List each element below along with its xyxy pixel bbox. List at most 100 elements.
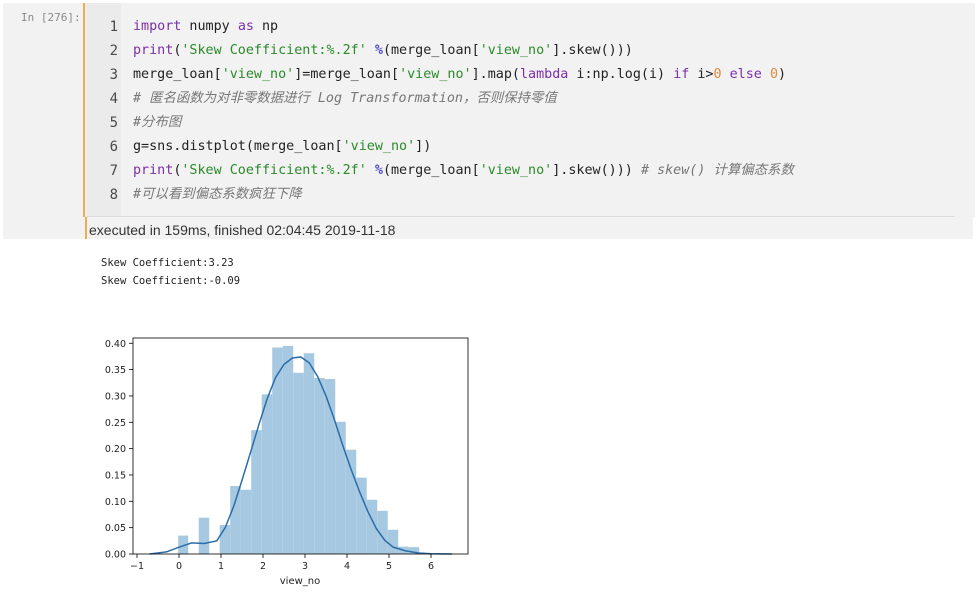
code-line[interactable]: # 匿名函数为对非零数据进行 Log Transformation，否则保持零值 — [133, 87, 557, 111]
histogram-bar — [230, 486, 241, 554]
code-token: #分布图 — [133, 115, 182, 130]
x-tick-label: 5 — [386, 561, 392, 572]
code-token: % — [374, 43, 383, 58]
y-tick-label: 0.20 — [105, 444, 126, 455]
histogram-bars — [178, 345, 420, 554]
histogram-bar — [240, 489, 252, 554]
code-cell[interactable]: In [276]: 1 import numpy as np 2 print('Ske… — [3, 3, 975, 239]
code-token: else — [729, 67, 762, 82]
histogram-bar — [282, 345, 294, 554]
y-axis: 0.00 0.05 0.10 0.15 0.20 0.25 0.30 0.35 0.40 — [105, 339, 133, 561]
histogram-bar — [345, 449, 357, 554]
code-token: ].map( — [471, 67, 520, 82]
code-token: i> — [689, 67, 714, 82]
code-token: 'Skew Coefficient:%.2f' — [181, 43, 367, 58]
histogram-bar — [251, 430, 262, 554]
y-tick-label: 0.00 — [105, 550, 126, 561]
histogram-bar — [219, 525, 231, 554]
y-tick-label: 0.15 — [105, 470, 126, 481]
line-number: 3 — [109, 67, 118, 83]
plot-frame — [132, 337, 469, 555]
code-token: ].skew())) — [552, 43, 633, 58]
x-tick-label: 1 — [218, 561, 224, 572]
code-token: 'view_no' — [479, 163, 553, 178]
cell-prompt: In [276]: — [21, 11, 81, 24]
histogram-bar — [303, 353, 315, 554]
code-token: 'view_no' — [342, 139, 416, 154]
code-token: ( — [173, 43, 182, 58]
x-axis: −1 0 1 2 3 4 5 6 — [130, 554, 434, 572]
y-tick-label: 0.35 — [105, 365, 126, 376]
line-number: 6 — [109, 139, 118, 155]
code-token: 0 — [769, 67, 778, 82]
code-token: ]=merge_loan[ — [294, 67, 400, 82]
execution-divider — [87, 216, 955, 217]
x-tick-label: 4 — [344, 561, 350, 572]
code-token: as — [237, 19, 254, 34]
code-line[interactable]: print('Skew Coefficient:%.2f' %(merge_lo… — [133, 159, 794, 183]
line-number: 8 — [109, 187, 118, 203]
code-token: (merge_loan[ — [382, 163, 480, 178]
histogram-bar — [272, 347, 283, 554]
y-tick-label: 0.30 — [105, 391, 126, 402]
x-tick-label: 6 — [428, 561, 434, 572]
y-tick-label: 0.40 — [105, 339, 126, 350]
histogram-bar — [324, 379, 336, 554]
y-tick-label: 0.25 — [105, 418, 126, 429]
code-token: # 匿名函数为对非零数据进行 Log Transformation，否则保持零值 — [133, 91, 557, 106]
line-number: 7 — [109, 163, 118, 179]
kde-line — [149, 356, 453, 555]
output-line: Skew Coefficient:3.23 — [101, 257, 234, 269]
code-token: 'view_no' — [479, 43, 553, 58]
histogram-bar — [366, 499, 378, 554]
code-token: i:np.log(i) — [568, 67, 674, 82]
cell-accent-bar — [85, 217, 87, 239]
code-token: print — [133, 43, 174, 58]
code-token: 0 — [713, 67, 722, 82]
histogram-bar — [335, 421, 346, 554]
code-editor[interactable] — [83, 3, 975, 217]
histogram-bar — [178, 535, 189, 554]
code-token: if — [673, 67, 690, 82]
x-axis-label: view_no — [280, 576, 320, 587]
code-line[interactable]: merge_loan['view_no']=merge_loan['view_n… — [133, 63, 786, 87]
code-token: # skew() 计算偏态系数 — [640, 163, 794, 178]
code-token: ) — [778, 67, 787, 82]
code-token: ( — [173, 163, 182, 178]
code-token: g=sns.distplot(merge_loan[ — [133, 139, 343, 154]
x-tick-label: 2 — [260, 561, 266, 572]
code-token: import — [133, 19, 182, 34]
code-token: 'view_no' — [399, 67, 472, 82]
line-number: 2 — [109, 43, 118, 59]
histogram-bar — [377, 510, 388, 554]
code-line[interactable]: #分布图 — [133, 111, 181, 135]
line-number: 4 — [109, 91, 118, 107]
x-tick-label: −1 — [130, 561, 144, 572]
code-token: np — [253, 19, 279, 34]
code-token: ]) — [415, 139, 432, 154]
x-tick-label: 3 — [302, 561, 308, 572]
code-token: print — [133, 163, 174, 178]
code-token: ].skew())) — [552, 163, 641, 178]
code-line[interactable]: g=sns.distplot(merge_loan['view_no']) — [133, 135, 431, 159]
code-line[interactable]: import numpy as np — [133, 15, 278, 39]
x-tick-label: 0 — [176, 561, 182, 572]
code-token: numpy — [181, 19, 238, 34]
code-token: % — [374, 163, 383, 178]
histogram-bar — [387, 529, 399, 554]
code-token: (merge_loan[ — [382, 43, 480, 58]
code-token: 'Skew Coefficient:%.2f' — [181, 163, 367, 178]
histogram-bar — [408, 547, 420, 554]
histogram-bar — [314, 378, 325, 554]
kde-curve-layer — [149, 356, 453, 555]
execution-info: executed in 159ms, finished 02:04:45 201… — [89, 222, 396, 238]
y-tick-label: 0.05 — [105, 523, 126, 534]
code-token: 'view_no' — [221, 67, 295, 82]
line-number-gutter — [85, 3, 121, 217]
line-number: 5 — [109, 115, 118, 131]
code-token: #可以看到偏态系数疯狂下降 — [133, 187, 302, 202]
code-token: lambda — [520, 67, 569, 82]
code-line[interactable]: print('Skew Coefficient:%.2f' %(merge_lo… — [133, 39, 633, 63]
code-line[interactable]: #可以看到偏态系数疯狂下降 — [133, 183, 302, 207]
